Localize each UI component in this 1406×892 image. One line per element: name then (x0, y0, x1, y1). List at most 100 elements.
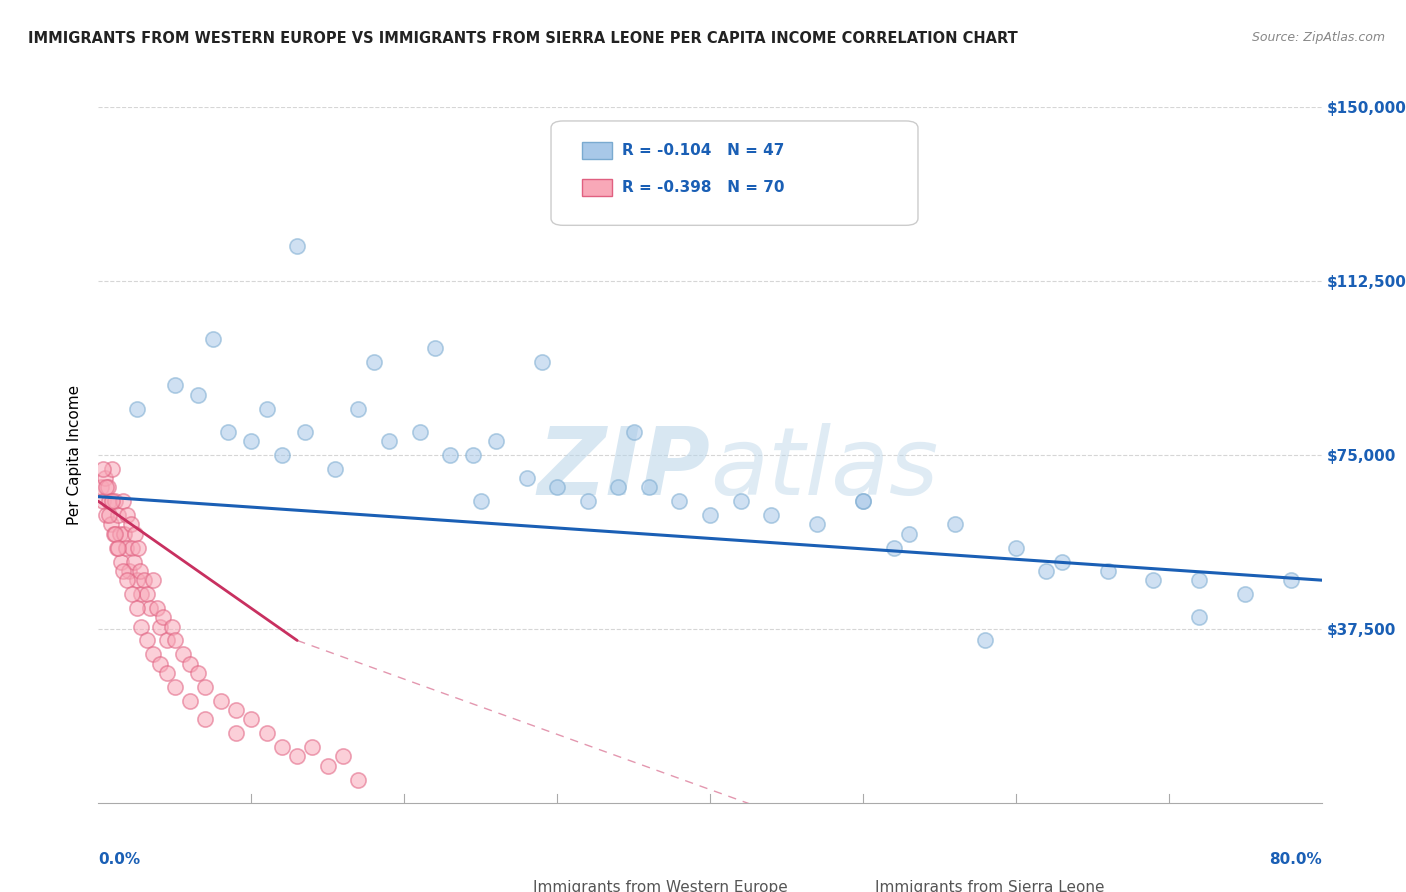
Point (163, 680, 186, 694)
Point (1188, 573, 1211, 587)
Text: Immigrants from Sierra Leone: Immigrants from Sierra Leone (875, 880, 1105, 892)
Point (363, 355, 385, 369)
Point (98, 508, 121, 523)
Text: IMMIGRANTS FROM WESTERN EUROPE VS IMMIGRANTS FROM SIERRA LEONE PER CAPITA INCOME: IMMIGRANTS FROM WESTERN EUROPE VS IMMIGR… (28, 31, 1018, 46)
Text: Source: ZipAtlas.com: Source: ZipAtlas.com (1251, 31, 1385, 45)
Point (163, 633, 186, 648)
Point (301, 740, 323, 755)
Point (125, 573, 148, 587)
Point (104, 494, 127, 508)
Text: ZIP: ZIP (537, 423, 710, 515)
Point (285, 749, 308, 764)
Point (576, 494, 599, 508)
Point (209, 694, 232, 708)
Point (139, 601, 162, 615)
Point (156, 665, 179, 680)
Point (179, 694, 201, 708)
Point (187, 387, 209, 401)
Point (470, 494, 492, 508)
Point (125, 401, 148, 416)
Point (943, 517, 966, 532)
Point (699, 508, 721, 523)
Point (1234, 587, 1257, 601)
Point (225, 703, 247, 717)
Bar (582, 142, 612, 159)
Point (142, 648, 165, 662)
Point (637, 480, 661, 494)
Point (285, 239, 308, 253)
Point (217, 425, 239, 439)
Point (112, 526, 135, 541)
Point (270, 448, 292, 462)
Text: atlas: atlas (710, 424, 938, 515)
Point (117, 573, 139, 587)
FancyBboxPatch shape (551, 121, 918, 226)
Point (485, 434, 508, 448)
Point (325, 462, 347, 476)
Point (423, 341, 446, 355)
Point (332, 749, 354, 764)
Point (91, 462, 114, 476)
Point (94, 480, 117, 494)
Point (668, 494, 690, 508)
Point (1142, 573, 1164, 587)
Point (179, 657, 201, 671)
Text: 0.0%: 0.0% (98, 852, 141, 866)
Point (439, 448, 461, 462)
Point (108, 526, 131, 541)
Point (101, 462, 124, 476)
Point (121, 541, 143, 555)
Point (516, 471, 538, 485)
Point (530, 355, 553, 369)
Text: R = -0.104   N = 47: R = -0.104 N = 47 (621, 144, 785, 159)
Point (101, 494, 124, 508)
Point (91, 494, 114, 508)
Point (120, 517, 142, 532)
Point (142, 573, 165, 587)
Point (129, 619, 152, 633)
Point (347, 772, 370, 787)
Point (1097, 564, 1119, 578)
Point (111, 564, 134, 578)
Point (194, 680, 217, 694)
Point (187, 665, 209, 680)
Point (93, 471, 115, 485)
Point (100, 517, 122, 532)
Point (129, 587, 152, 601)
Point (347, 401, 370, 416)
Point (111, 494, 134, 508)
Point (107, 508, 129, 523)
Point (160, 619, 183, 633)
Point (149, 657, 172, 671)
Point (149, 619, 172, 633)
Point (883, 541, 905, 555)
Point (1279, 573, 1302, 587)
Point (623, 425, 645, 439)
Point (145, 601, 167, 615)
Point (1188, 610, 1211, 624)
Text: Immigrants from Western Europe: Immigrants from Western Europe (533, 880, 787, 892)
Point (172, 648, 194, 662)
Point (1004, 541, 1026, 555)
Point (104, 526, 127, 541)
Point (378, 434, 401, 448)
Point (97, 480, 120, 494)
Point (256, 401, 278, 416)
Point (152, 610, 174, 624)
Point (128, 564, 150, 578)
Point (1050, 555, 1073, 569)
Point (546, 480, 568, 494)
Point (156, 633, 179, 648)
Point (163, 378, 186, 392)
Point (194, 712, 217, 726)
Point (897, 526, 920, 541)
Point (240, 712, 263, 726)
Point (117, 508, 139, 523)
Point (225, 726, 247, 740)
Bar (489, 880, 520, 892)
Point (103, 526, 125, 541)
Point (118, 564, 141, 578)
Point (852, 494, 875, 508)
Point (122, 555, 145, 569)
Point (121, 587, 143, 601)
